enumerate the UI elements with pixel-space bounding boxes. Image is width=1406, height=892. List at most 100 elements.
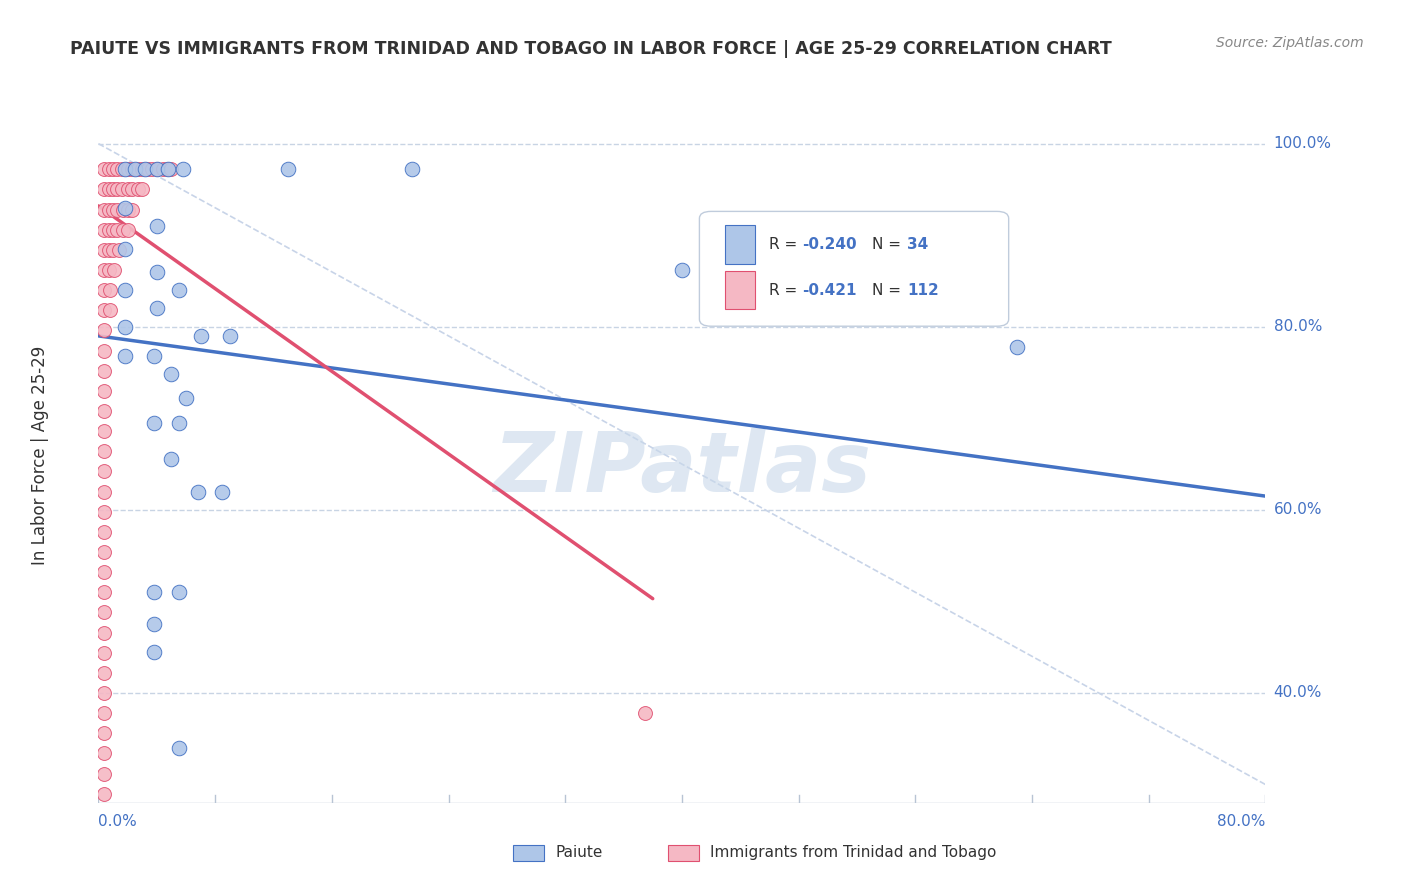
Point [93, 766, 115, 780]
Point [401, 162, 423, 177]
Point [97, 223, 120, 237]
Point [112, 223, 135, 237]
Text: N =: N = [872, 237, 905, 252]
Point [111, 182, 134, 196]
Point [117, 182, 139, 196]
Point [174, 391, 197, 405]
Point [142, 585, 165, 599]
Point [98, 303, 121, 318]
Point [142, 645, 165, 659]
Text: R =: R = [769, 283, 803, 298]
Point [127, 182, 149, 196]
Point [114, 319, 136, 334]
Point [160, 162, 183, 177]
Point [93, 505, 115, 519]
Point [1400, 255, 1406, 269]
Text: 80.0%: 80.0% [1218, 814, 1265, 829]
Point [93, 424, 115, 438]
Point [93, 787, 115, 801]
Point [93, 747, 115, 761]
Text: 60.0%: 60.0% [1274, 502, 1322, 517]
Point [146, 265, 169, 279]
Point [108, 243, 131, 257]
Text: Source: ZipAtlas.com: Source: ZipAtlas.com [1216, 36, 1364, 50]
Point [101, 243, 124, 257]
Point [211, 484, 233, 499]
Point [218, 329, 240, 343]
Text: R =: R = [769, 237, 803, 252]
Text: 100.0%: 100.0% [1274, 136, 1331, 151]
Text: 34: 34 [907, 237, 928, 252]
Point [97, 263, 120, 277]
Point [136, 162, 159, 177]
Point [101, 202, 124, 217]
Point [114, 283, 136, 297]
Point [101, 162, 124, 177]
Point [114, 242, 136, 256]
Point [160, 368, 183, 382]
Point [117, 223, 139, 237]
Point [93, 706, 115, 720]
Point [93, 545, 115, 559]
Point [105, 162, 128, 177]
Text: 112: 112 [907, 283, 939, 298]
Point [105, 223, 128, 237]
FancyBboxPatch shape [699, 211, 1008, 326]
Point [846, 258, 869, 272]
Point [142, 349, 165, 363]
Point [93, 243, 115, 257]
Point [187, 484, 209, 499]
Point [131, 162, 153, 177]
Point [172, 162, 194, 177]
Point [93, 162, 115, 177]
Point [93, 263, 115, 277]
Point [156, 162, 179, 177]
Text: 80.0%: 80.0% [1274, 319, 1322, 334]
Point [93, 565, 115, 579]
Point [101, 223, 124, 237]
Point [167, 416, 190, 430]
Point [1364, 559, 1386, 574]
Point [93, 484, 115, 499]
Point [93, 343, 115, 358]
Point [97, 182, 120, 196]
Point [103, 263, 125, 277]
Point [93, 384, 115, 398]
Text: ZIPatlas: ZIPatlas [494, 428, 870, 509]
Point [93, 202, 115, 217]
Point [1364, 486, 1386, 500]
Point [93, 182, 115, 196]
Text: PAIUTE VS IMMIGRANTS FROM TRINIDAD AND TOBAGO IN LABOR FORCE | AGE 25-29 CORRELA: PAIUTE VS IMMIGRANTS FROM TRINIDAD AND T… [70, 40, 1112, 58]
Point [634, 706, 657, 720]
Point [146, 162, 169, 177]
Point [97, 202, 120, 217]
Point [93, 585, 115, 599]
Point [121, 182, 143, 196]
Point [124, 162, 146, 177]
Point [190, 329, 212, 343]
Point [141, 162, 163, 177]
Point [134, 162, 156, 177]
Bar [725, 271, 755, 310]
Text: 40.0%: 40.0% [1274, 685, 1322, 700]
Point [167, 283, 190, 297]
Point [142, 416, 165, 430]
Point [146, 219, 169, 233]
Point [97, 243, 120, 257]
Bar [725, 226, 755, 264]
Point [157, 162, 180, 177]
Point [121, 202, 143, 217]
Point [101, 182, 124, 196]
Point [93, 223, 115, 237]
Text: 0.0%: 0.0% [98, 814, 138, 829]
Point [146, 162, 169, 177]
Point [105, 182, 128, 196]
Point [152, 162, 174, 177]
Point [117, 202, 139, 217]
Text: -0.421: -0.421 [801, 283, 856, 298]
Point [142, 617, 165, 632]
Point [114, 162, 136, 177]
Point [93, 606, 115, 620]
Text: N =: N = [872, 283, 905, 298]
Point [114, 349, 136, 363]
